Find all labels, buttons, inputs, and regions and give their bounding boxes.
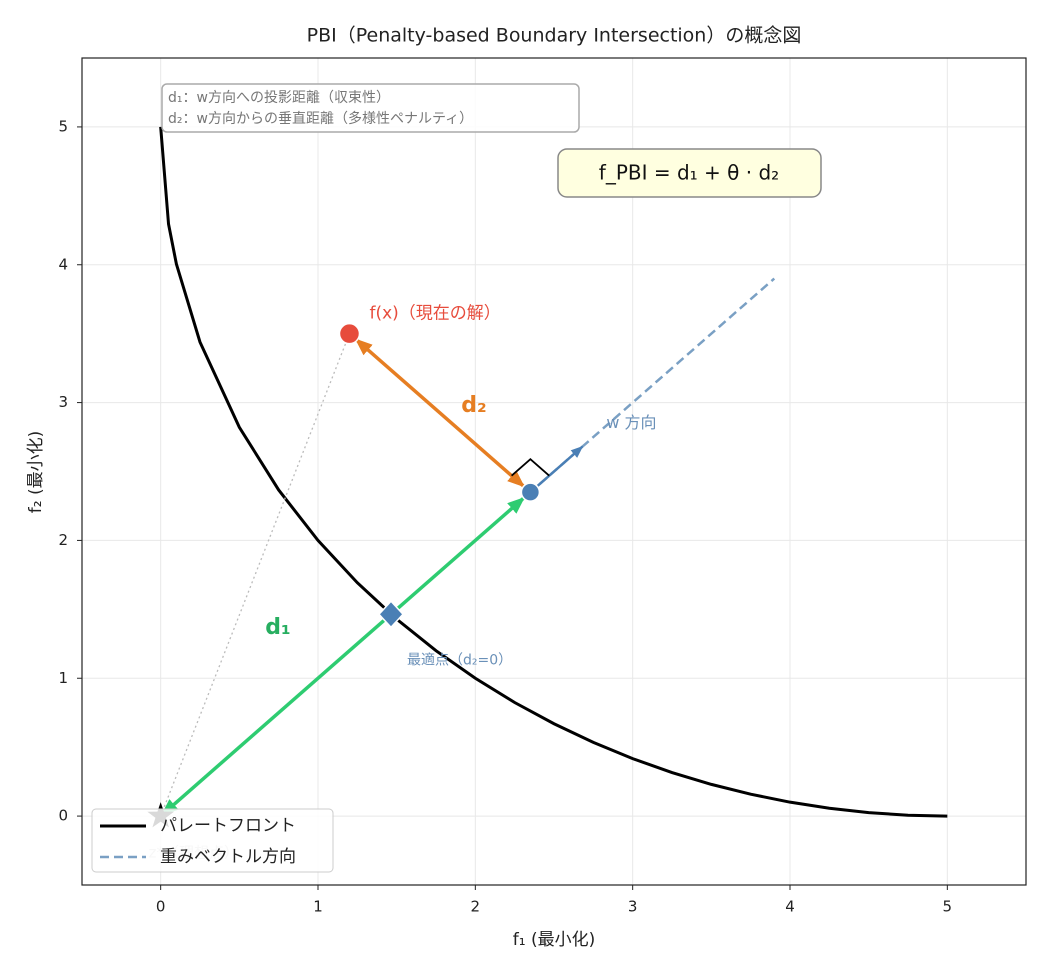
formula-box (557, 148, 822, 198)
legend-box (91, 808, 334, 873)
d1-arrow (160, 496, 525, 817)
annotation-text: d₂：w方向からの垂直距離（多様性ペナルティ） (168, 110, 473, 127)
x-axis-label: f₁ (最小化) (513, 930, 595, 950)
current-label: f(x)（現在の解） (369, 304, 500, 324)
annotation-box (161, 83, 580, 133)
annotation-text: d₁：w方向への投影距離（収束性） (168, 89, 390, 106)
right-angle-marker (511, 458, 550, 477)
d2-arrow (354, 338, 525, 488)
optimal-label: 最適点（d₂=0） (407, 651, 512, 668)
optimal-point (377, 600, 405, 629)
w-label: w 方向 (606, 413, 656, 432)
x-tick-label: 5 (943, 898, 953, 916)
x-tick-label: 3 (628, 898, 638, 916)
x-tick-label: 2 (471, 898, 481, 916)
legend-label: 重みベクトル方向 (160, 847, 296, 867)
chart-title: PBI（Penalty-based Boundary Intersection）… (307, 24, 802, 47)
w-arrow (529, 445, 584, 494)
legend-label: パレートフロント (160, 816, 296, 836)
d1-label: d₁ (265, 615, 290, 640)
y-tick-label: 3 (58, 393, 68, 411)
plot-frame (81, 57, 1027, 886)
y-tick-label: 1 (58, 669, 68, 687)
projection-point (520, 482, 541, 502)
y-tick-label: 5 (58, 117, 68, 135)
x-tick-label: 1 (313, 898, 323, 916)
formula: f_PBI = d₁ + θ · d₂ (599, 161, 779, 185)
y-tick-label: 0 (58, 807, 68, 825)
y-axis-label: f₂ (最小化) (26, 431, 46, 513)
x-tick-label: 4 (785, 898, 795, 916)
y-tick-label: 2 (58, 531, 68, 549)
x-tick-label: 0 (156, 898, 166, 916)
current-solution (338, 322, 361, 345)
d2-label: d₂ (461, 393, 486, 418)
y-tick-label: 4 (58, 255, 68, 273)
